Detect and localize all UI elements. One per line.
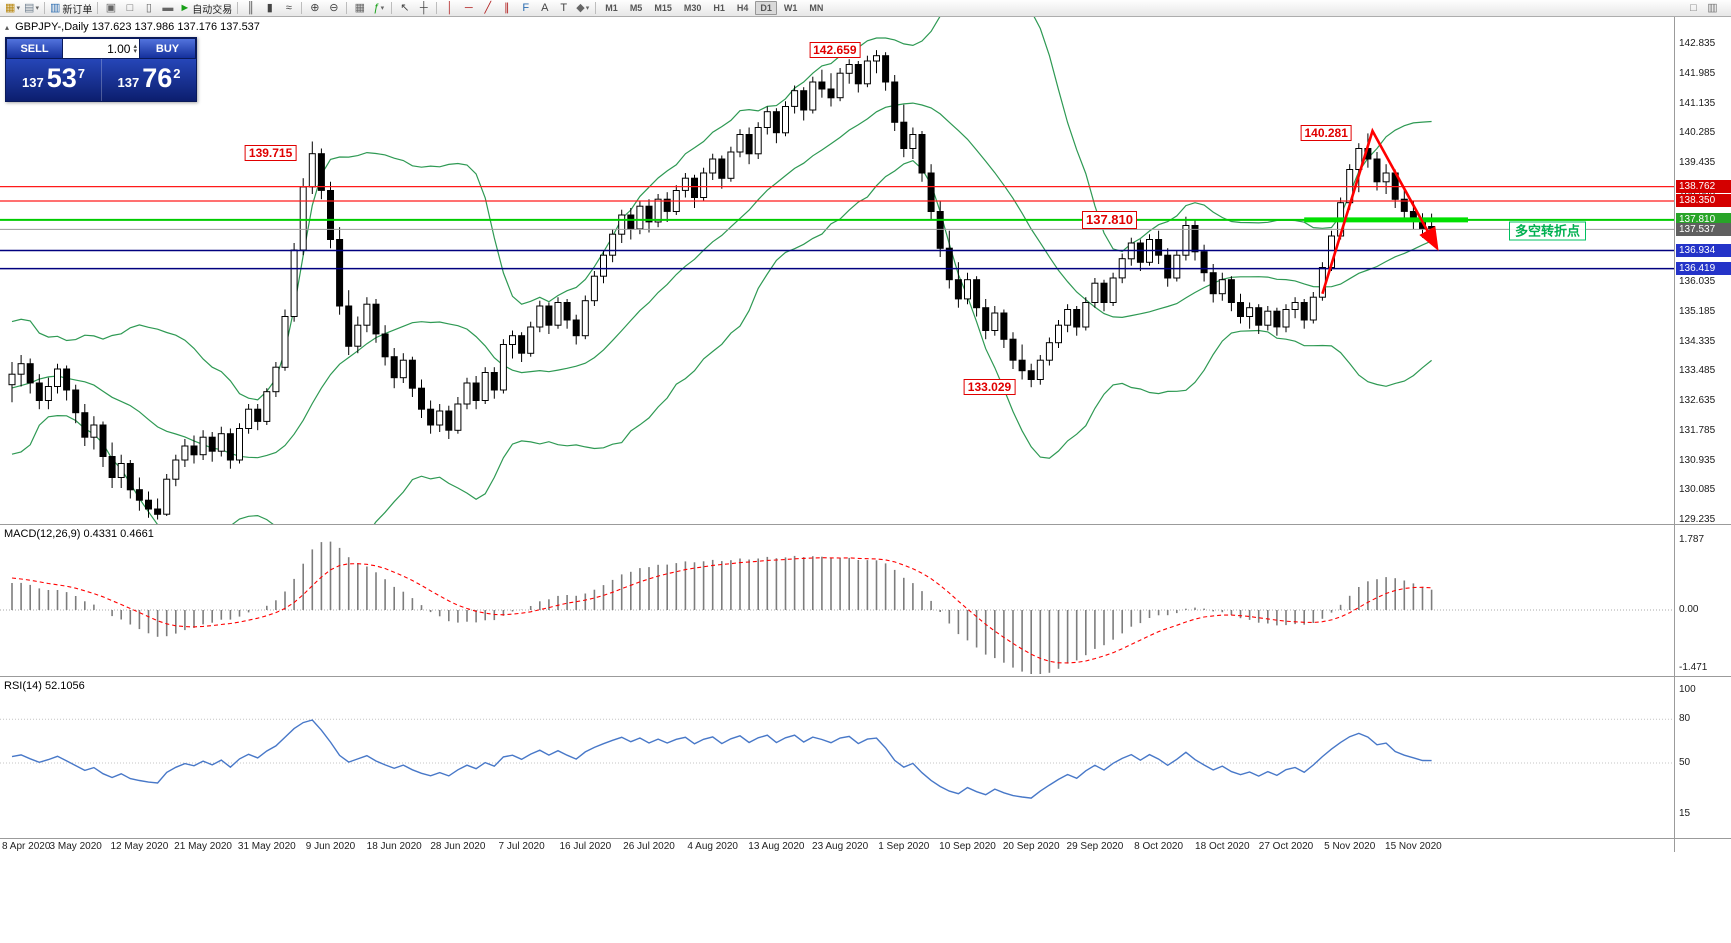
text-label-icon[interactable]: A (541, 1, 549, 14)
profiles-icon[interactable]: ▤ ▾ (24, 1, 39, 14)
toolbar-separator (301, 2, 303, 14)
timeframe-d1[interactable]: D1 (755, 1, 777, 15)
timeframe-m1[interactable]: M1 (605, 3, 618, 13)
toolbar-separator (436, 2, 438, 14)
sell-button[interactable]: SELL (6, 38, 63, 59)
candlestick-chart-icon[interactable]: ▮ (266, 1, 273, 14)
bar-chart-icon[interactable]: ║ (246, 1, 255, 14)
buy-price-prefix: 137 (117, 75, 140, 90)
macd-pane-label: MACD(12,26,9) 0.4331 0.4661 (4, 528, 154, 540)
zoom-in-icon[interactable]: ⊕ (310, 1, 320, 14)
buy-price-big: 76 (142, 63, 173, 93)
one-click-prices: 137 53 7 137 76 2 (6, 59, 196, 101)
toolbar-separator (237, 2, 239, 14)
toolbar-separator (595, 2, 597, 14)
one-click-controls: SELL 1.00 ▴ ▾ BUY (6, 38, 196, 59)
autotrading-button[interactable]: ► 自动交易 (179, 1, 233, 16)
main-toolbar: ▦ ▾ ▤ ▾ ▥ 新订单 ▣ □ ▯ ▬ ► 自动交易 ║ ▮ ≈ ⊕ ⊖ ▦ ƒ ▾ ↖ ┼ │ ─ ╱ ∥ F A T ◆ ▾ M1 M5… (0, 0, 1731, 17)
chart-ohlc-values: 137.623 137.986 137.176 137.537 (91, 21, 260, 33)
one-click-trading-panel: SELL 1.00 ▴ ▾ BUY 137 53 7 137 76 2 (5, 37, 197, 102)
arrange-window-icon[interactable]: ▥ (1707, 1, 1718, 14)
timeframe-h4[interactable]: H4 (736, 3, 749, 13)
timeframe-m15[interactable]: M15 (654, 3, 672, 13)
timeframe-m5[interactable]: M5 (629, 3, 643, 13)
chart-title: ▴ GBPJPY-,Daily 137.623 137.986 137.176 … (5, 21, 260, 33)
toolbar-separator (44, 2, 45, 14)
vertical-line-icon[interactable]: │ (446, 1, 454, 14)
volume-value: 1.00 (107, 41, 131, 56)
pane-separators[interactable] (0, 524, 1731, 839)
rsi-line (11, 719, 1432, 799)
spinner-down-icon[interactable]: ▾ (133, 47, 137, 55)
horizontal-line-icon[interactable]: ─ (464, 1, 473, 14)
buy-price-sup: 2 (173, 66, 181, 81)
macd-indicator-name: MACD(12,26,9) (4, 528, 81, 540)
toolbar-items: ▦ ▾ ▤ ▾ ▥ 新订单 ▣ □ ▯ ▬ ► 自动交易 ║ ▮ ≈ ⊕ ⊖ ▦ ƒ ▾ ↖ ┼ │ ─ ╱ ∥ F A T ◆ ▾ M1 M5… (3, 0, 1684, 16)
sell-price-sup: 7 (77, 66, 85, 81)
navigator-icon[interactable]: ▯ (145, 1, 152, 14)
zoom-out-icon[interactable]: ⊖ (329, 1, 339, 14)
bollinger-bands (11, 17, 1432, 524)
indicators-icon[interactable]: ƒ ▾ (373, 1, 385, 14)
rsi-indicator-name: RSI(14) (4, 680, 42, 692)
buy-price[interactable]: 137 76 2 (101, 59, 196, 101)
timeframe-mn[interactable]: MN (809, 3, 824, 13)
dock-window-icon[interactable]: □ (1690, 1, 1697, 14)
sell-price-prefix: 137 (22, 75, 44, 90)
new-order-button[interactable]: ▥ 新订单 (50, 1, 93, 16)
volume-input[interactable]: 1.00 ▴ ▾ (63, 38, 139, 59)
chart-symbol-period: GBPJPY-,Daily (15, 21, 89, 33)
timeframe-w1[interactable]: W1 (783, 3, 798, 13)
terminal-icon[interactable]: ▬ (162, 1, 174, 14)
timeframe-h1[interactable]: H1 (713, 3, 725, 13)
toolbar-separator (391, 2, 393, 14)
new-chart-icon[interactable]: ▦ ▾ (5, 1, 20, 14)
macd-indicator-values: 0.4331 0.4661 (83, 528, 154, 540)
crosshair-icon[interactable]: ┼ (419, 1, 428, 14)
market-watch-icon[interactable]: ▣ (105, 1, 117, 14)
trendline-icon[interactable]: ╱ (484, 1, 492, 14)
macd-pane[interactable] (0, 541, 1674, 674)
macd-signal-line (11, 557, 1432, 664)
symbol-marker-icon: ▴ (5, 23, 10, 32)
toolbar-right-items: □ ▥ (1684, 0, 1722, 16)
buy-button[interactable]: BUY (139, 38, 196, 59)
candles (8, 50, 1436, 520)
data-window-icon[interactable]: □ (126, 1, 134, 14)
volume-spinner[interactable]: ▴ ▾ (133, 42, 137, 55)
toolbar-separator (97, 2, 99, 14)
rsi-indicator-value: 52.1056 (44, 680, 85, 692)
equidistant-channel-icon[interactable]: ∥ (504, 1, 510, 14)
cursor-icon[interactable]: ↖ (400, 1, 410, 14)
rsi-pane[interactable] (0, 718, 1674, 799)
trend-arrow[interactable] (1321, 127, 1439, 295)
line-chart-icon[interactable]: ≈ (285, 1, 292, 14)
sell-price[interactable]: 137 53 7 (6, 59, 101, 101)
tile-windows-icon[interactable]: ▦ (354, 1, 365, 14)
timeframe-m30[interactable]: M30 (683, 3, 702, 13)
sell-price-big: 53 (46, 63, 77, 93)
arrows-tool-icon[interactable]: T (560, 1, 568, 14)
shapes-icon[interactable]: ◆ ▾ (576, 1, 590, 14)
fibonacci-icon[interactable]: F (522, 1, 530, 14)
rsi-pane-label: RSI(14) 52.1056 (4, 680, 85, 692)
toolbar-separator (346, 2, 348, 14)
spinner-up-icon[interactable]: ▴ (133, 42, 137, 50)
horizontal-lines[interactable] (0, 186, 1674, 270)
